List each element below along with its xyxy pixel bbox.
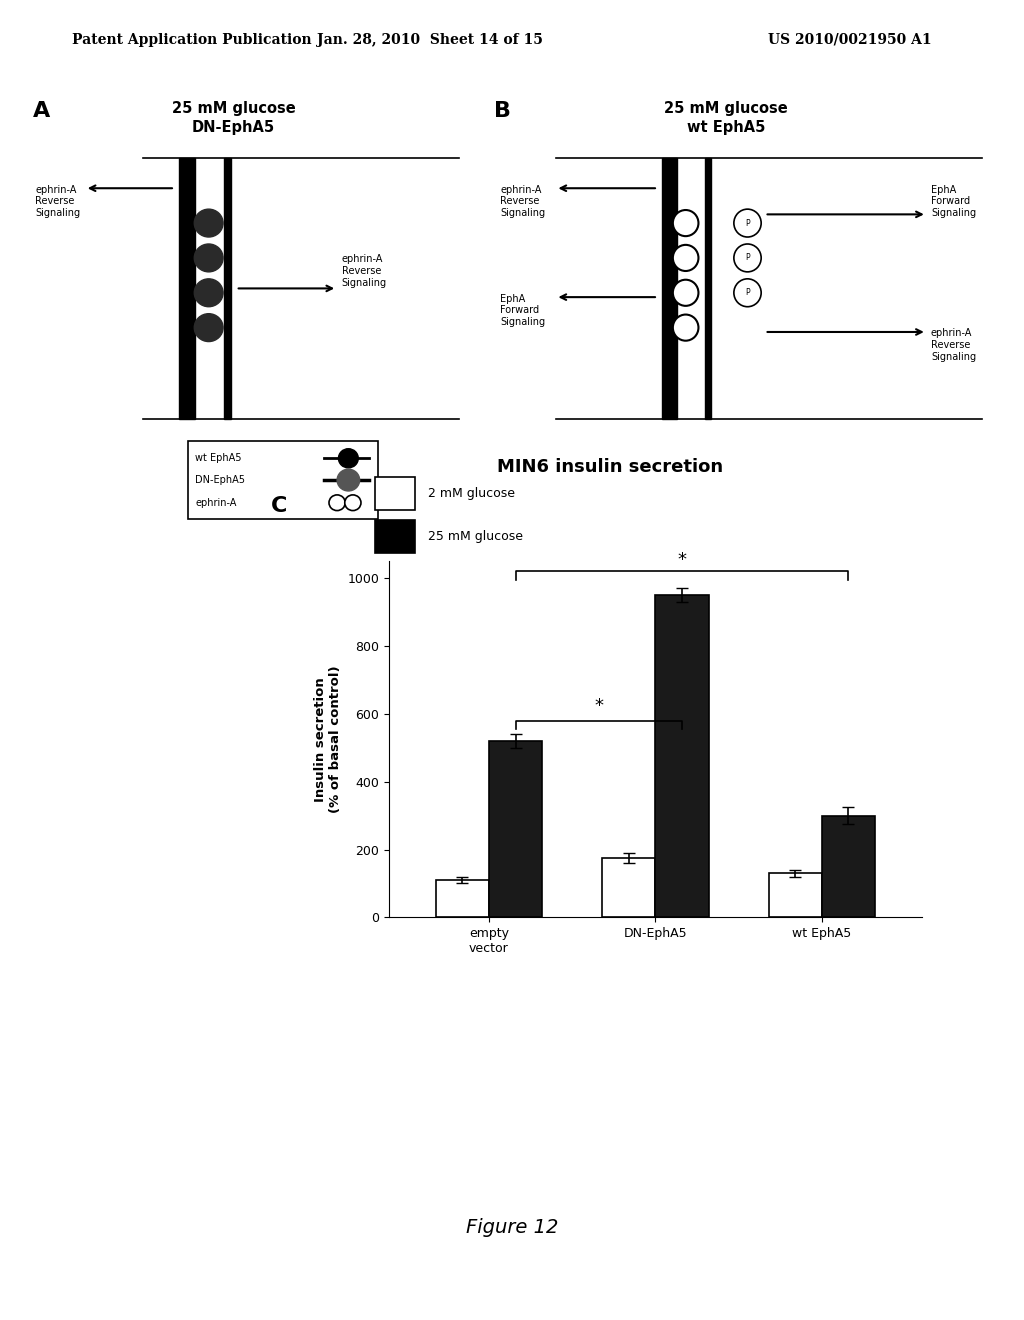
Text: P: P [745, 219, 750, 227]
Text: A: A [33, 102, 50, 121]
Text: 25 mM glucose
DN-EphA5: 25 mM glucose DN-EphA5 [172, 102, 295, 135]
Circle shape [195, 244, 223, 272]
Circle shape [673, 280, 698, 306]
Text: P: P [745, 253, 750, 263]
Text: DN-EphA5: DN-EphA5 [196, 475, 245, 484]
Circle shape [337, 469, 359, 491]
Y-axis label: Insulin secretion
(% of basal control): Insulin secretion (% of basal control) [314, 665, 342, 813]
Text: ephrin-A
Reverse
Signaling: ephrin-A Reverse Signaling [342, 255, 387, 288]
Bar [821, 816, 874, 917]
Bar [705, 158, 712, 420]
Circle shape [673, 314, 698, 341]
Circle shape [673, 210, 698, 236]
Bar [768, 874, 821, 917]
Bar [375, 478, 415, 510]
Text: C: C [271, 496, 288, 516]
Text: wt EphA5: wt EphA5 [196, 453, 242, 463]
Text: EphA
Forward
Signaling: EphA Forward Signaling [500, 293, 545, 327]
Circle shape [734, 244, 761, 272]
Text: Patent Application Publication: Patent Application Publication [72, 33, 311, 46]
Bar [436, 880, 489, 917]
Bar [179, 158, 196, 420]
Text: ephrin-A
Reverse
Signaling: ephrin-A Reverse Signaling [500, 185, 545, 218]
Text: MIN6 insulin secretion: MIN6 insulin secretion [498, 458, 723, 477]
Text: ephrin-A
Reverse
Signaling: ephrin-A Reverse Signaling [931, 329, 976, 362]
Circle shape [195, 314, 223, 342]
Text: P: P [745, 288, 750, 297]
Circle shape [195, 209, 223, 238]
Bar [602, 858, 655, 917]
Circle shape [329, 495, 345, 511]
Circle shape [734, 209, 761, 238]
Text: Jan. 28, 2010  Sheet 14 of 15: Jan. 28, 2010 Sheet 14 of 15 [317, 33, 543, 46]
Text: EphA
Forward
Signaling: EphA Forward Signaling [931, 185, 976, 218]
Bar [663, 158, 677, 420]
Circle shape [345, 495, 361, 511]
Text: ephrin-A
Reverse
Signaling: ephrin-A Reverse Signaling [35, 185, 80, 218]
Text: 25 mM glucose
wt EphA5: 25 mM glucose wt EphA5 [665, 102, 788, 135]
Bar [224, 158, 231, 420]
Text: US 2010/0021950 A1: US 2010/0021950 A1 [768, 33, 932, 46]
Circle shape [673, 244, 698, 271]
Text: B: B [494, 102, 511, 121]
Bar [375, 520, 415, 553]
Text: *: * [678, 552, 686, 569]
Text: 2 mM glucose: 2 mM glucose [428, 487, 515, 500]
Text: *: * [594, 697, 603, 715]
Text: Figure 12: Figure 12 [466, 1218, 558, 1237]
Text: 25 mM glucose: 25 mM glucose [428, 529, 522, 543]
Circle shape [195, 279, 223, 306]
Bar [655, 595, 709, 917]
Circle shape [734, 279, 761, 306]
Circle shape [339, 449, 358, 467]
Bar [489, 741, 543, 917]
Text: ephrin-A: ephrin-A [196, 498, 237, 508]
Bar [188, 441, 378, 519]
